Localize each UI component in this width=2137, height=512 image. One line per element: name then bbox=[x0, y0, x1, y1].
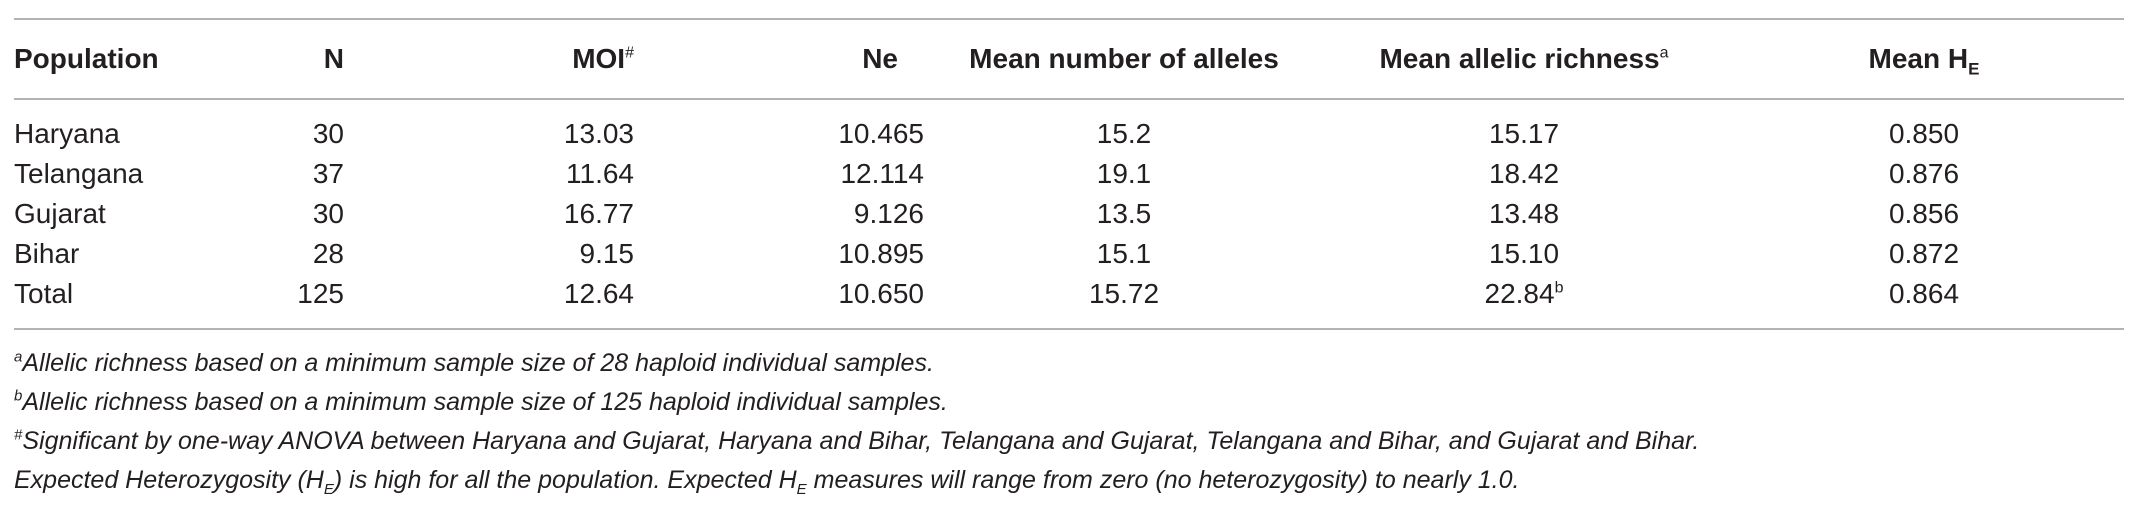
footnote-hash: #Significant by one-way ANOVA between Ha… bbox=[14, 422, 2124, 461]
footnote-he-part1: Expected Heterozygosity (H bbox=[14, 466, 324, 494]
cell-n: 30 bbox=[312, 118, 344, 149]
cell-moi: 13.03 bbox=[563, 118, 634, 149]
cell-n: 37 bbox=[312, 158, 344, 189]
cell-n: 28 bbox=[312, 238, 344, 269]
cell-mean-richness: 18.42 bbox=[1324, 158, 1724, 190]
footnote-b-text: Allelic richness based on a minimum samp… bbox=[22, 388, 948, 416]
cell-ne: 10.650 bbox=[838, 278, 924, 309]
table-bottom-rule bbox=[14, 328, 2124, 330]
cell-mean-richness-mark: b bbox=[1554, 279, 1564, 297]
header-mean-he: Mean HE bbox=[1724, 43, 2124, 78]
footnote-he-part3: measures will range from zero (no hetero… bbox=[806, 466, 1520, 494]
cell-population: Bihar bbox=[14, 238, 80, 269]
table-row: Haryana 30 13.03 10.465 15.2 15.17 0.850 bbox=[14, 114, 2124, 154]
cell-mean-richness-value: 18.42 bbox=[1488, 158, 1560, 189]
table-row: Total 125 12.64 10.650 15.72 22.84b 0.86… bbox=[14, 274, 2124, 314]
header-mean-he-label: Mean H bbox=[1868, 43, 1969, 74]
footnote-hash-mark: # bbox=[14, 426, 23, 444]
footnote-he-sub2: E bbox=[796, 481, 807, 498]
cell-ne: 9.126 bbox=[853, 198, 924, 229]
table-row: Telangana 37 11.64 12.114 19.1 18.42 0.8… bbox=[14, 154, 2124, 194]
header-mean-alleles: Mean number of alleles bbox=[969, 43, 1279, 74]
cell-moi: 16.77 bbox=[563, 198, 634, 229]
cell-mean-richness: 15.17 bbox=[1324, 118, 1724, 150]
cell-mean-richness: 22.84b bbox=[1324, 278, 1724, 310]
cell-mean-he: 0.864 bbox=[1888, 278, 1960, 309]
cell-population: Telangana bbox=[14, 158, 144, 189]
cell-mean-alleles: 13.5 bbox=[1096, 198, 1152, 229]
footnote-hash-text: Significant by one-way ANOVA between Har… bbox=[22, 427, 1700, 455]
header-population: Population bbox=[14, 43, 159, 74]
cell-ne: 10.465 bbox=[838, 118, 924, 149]
footnote-he-sub1: E bbox=[323, 481, 334, 498]
cell-mean-richness-value: 13.48 bbox=[1488, 198, 1560, 229]
cell-population: Gujarat bbox=[14, 198, 106, 229]
table-header-row: Population N MOI# Ne Mean number of alle… bbox=[14, 20, 2124, 98]
footnote-b-mark: b bbox=[14, 387, 23, 405]
data-table: Population N MOI# Ne Mean number of alle… bbox=[14, 18, 2124, 500]
table-row: Bihar 28 9.15 10.895 15.1 15.10 0.872 bbox=[14, 234, 2124, 274]
cell-mean-alleles: 15.2 bbox=[1096, 118, 1152, 149]
cell-mean-richness-value: 15.10 bbox=[1488, 238, 1560, 269]
header-mean-richness: Mean allelic richnessa bbox=[1324, 43, 1724, 75]
cell-moi: 9.15 bbox=[579, 238, 635, 269]
cell-mean-he: 0.872 bbox=[1888, 238, 1960, 269]
cell-mean-alleles: 15.72 bbox=[1088, 278, 1160, 309]
cell-population: Haryana bbox=[14, 118, 120, 149]
cell-n: 30 bbox=[312, 198, 344, 229]
header-moi-label: MOI bbox=[572, 43, 626, 74]
cell-ne: 12.114 bbox=[840, 158, 924, 189]
footnote-a-text: Allelic richness based on a minimum samp… bbox=[22, 349, 934, 377]
cell-ne: 10.895 bbox=[838, 238, 924, 269]
cell-mean-alleles: 19.1 bbox=[1096, 158, 1152, 189]
cell-mean-alleles: 15.1 bbox=[1096, 238, 1152, 269]
footnote-a-mark: a bbox=[14, 348, 23, 366]
table-body: Haryana 30 13.03 10.465 15.2 15.17 0.850… bbox=[14, 100, 2124, 328]
footnote-he-part2: ) is high for all the population. Expect… bbox=[333, 466, 797, 494]
cell-mean-richness: 13.48 bbox=[1324, 198, 1724, 230]
header-moi-mark: # bbox=[625, 44, 634, 62]
cell-mean-richness-value: 22.84 bbox=[1484, 278, 1555, 309]
header-mean-richness-label: Mean allelic richness bbox=[1379, 43, 1660, 74]
cell-mean-he: 0.856 bbox=[1888, 198, 1960, 229]
header-n: N bbox=[323, 43, 344, 74]
cell-population: Total bbox=[14, 278, 74, 309]
cell-mean-richness-value: 15.17 bbox=[1488, 118, 1560, 149]
table-top-rule bbox=[14, 18, 2124, 20]
table-footnotes: aAllelic richness based on a minimum sam… bbox=[14, 330, 2124, 500]
cell-mean-richness: 15.10 bbox=[1324, 238, 1724, 270]
cell-n: 125 bbox=[297, 278, 344, 309]
cell-moi: 11.64 bbox=[566, 158, 634, 189]
header-mean-he-sub: E bbox=[1968, 59, 1980, 79]
footnote-b: bAllelic richness based on a minimum sam… bbox=[14, 383, 2124, 422]
footnote-heterozygosity: Expected Heterozygosity (HE) is high for… bbox=[14, 461, 2124, 500]
cell-mean-he: 0.876 bbox=[1888, 158, 1960, 189]
header-ne: Ne bbox=[862, 43, 898, 74]
header-moi: MOI# bbox=[444, 43, 634, 75]
footnote-a: aAllelic richness based on a minimum sam… bbox=[14, 344, 2124, 383]
table-header-rule bbox=[14, 98, 2124, 100]
table-row: Gujarat 30 16.77 9.126 13.5 13.48 0.856 bbox=[14, 194, 2124, 234]
cell-mean-he: 0.850 bbox=[1888, 118, 1960, 149]
header-mean-richness-mark: a bbox=[1659, 44, 1669, 62]
cell-moi: 12.64 bbox=[563, 278, 634, 309]
